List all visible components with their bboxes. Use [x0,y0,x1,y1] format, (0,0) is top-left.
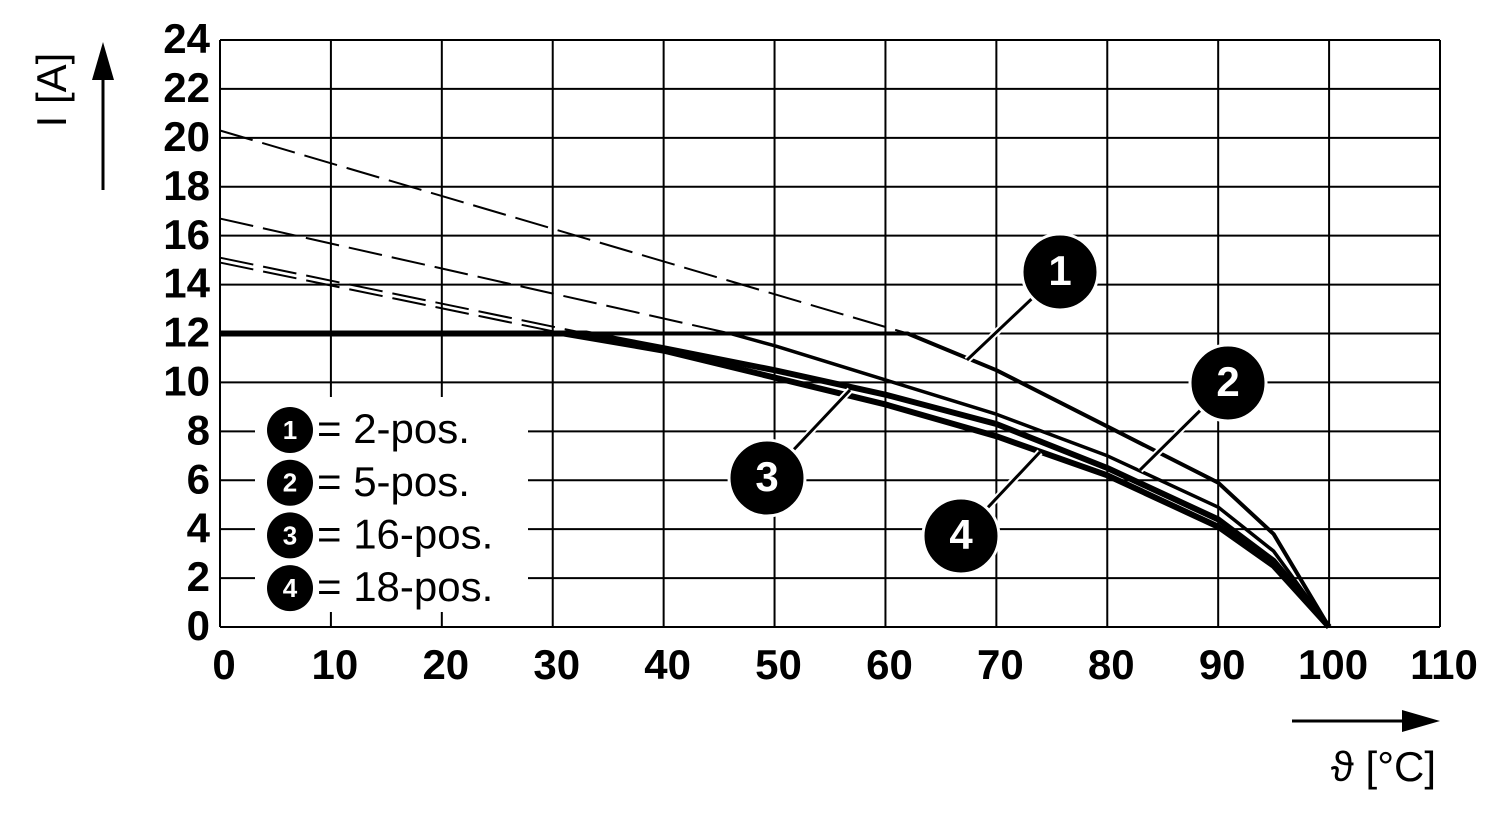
curve [220,331,1331,629]
callout-badge [1188,343,1268,423]
x-tick-label: 0 [212,641,235,688]
y-tick-label: 10 [163,358,210,405]
legend-badge [267,512,313,559]
curve [220,331,1331,629]
y-tick-label: 20 [163,113,210,160]
y-tick-label: 0 [187,602,210,649]
callout-badge [727,438,807,518]
dashed-curve [219,256,587,335]
x-tick-label: 110 [1410,641,1478,688]
legend-number: 3 [283,520,297,550]
callout-badge [921,496,1001,576]
callout-label: 3 [755,453,778,500]
callout-label: 4 [949,511,973,558]
x-axis-label: ϑ [°C] [1331,743,1436,790]
legend-number: 4 [283,573,298,603]
callout-label: 2 [1216,358,1239,405]
x-arrow-head [1402,710,1440,732]
y-tick-label: 2 [187,553,210,600]
dashed-curve [219,261,565,335]
x-tick-label: 100 [1298,641,1368,688]
y-tick-label: 16 [163,211,210,258]
y-tick-label: 12 [163,309,210,356]
x-tick-label: 70 [977,641,1024,688]
curve [220,330,1332,629]
y-tick-label: 14 [163,260,210,307]
x-tick-label: 30 [533,641,580,688]
x-tick-label: 60 [866,641,913,688]
curve [220,330,1332,630]
legend-badge [267,459,313,506]
callout-badge [1020,232,1100,312]
legend-entry: = 16-pos. [317,510,493,557]
legend-number: 1 [283,415,297,445]
y-axis-label: I [A] [28,53,75,128]
legend-badge [267,407,313,453]
x-tick-label: 40 [644,641,691,688]
y-tick-label: 24 [163,15,210,62]
callout-label: 1 [1048,247,1071,294]
curves [219,129,1332,630]
legend-entry: = 2-pos. [317,405,470,452]
x-tick-label: 50 [755,641,802,688]
legend-badge [267,565,313,612]
x-tick-label: 20 [422,641,469,688]
y-tick-label: 8 [187,406,210,453]
y-tick-label: 6 [187,455,210,502]
y-tick-label: 18 [163,162,210,209]
y-arrow-head [92,42,114,80]
legend-number: 2 [283,468,297,498]
legend-entry: = 18-pos. [317,563,493,610]
callouts: 1 2 3 4 [727,232,1268,576]
y-tick-label: 4 [187,504,211,551]
y-tick-label: 22 [163,64,210,111]
dashed-curve [219,129,908,335]
x-tick-label: 10 [312,641,359,688]
x-tick-label: 90 [1199,641,1246,688]
x-tick-label: 80 [1088,641,1135,688]
legend-entry: = 5-pos. [317,458,470,505]
legend: 1 = 2-pos. 2 = 5-pos. 3 = 16-pos. 4 = 18-pos. [255,397,528,612]
